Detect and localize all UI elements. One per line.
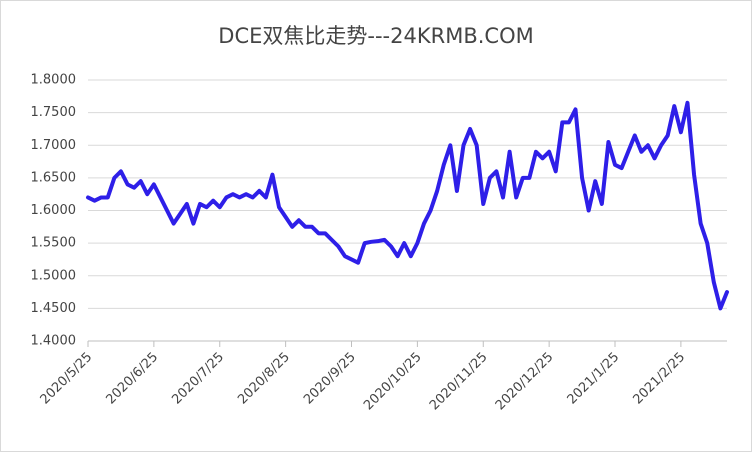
y-tick-label: 1.5500 <box>31 236 77 251</box>
y-tick-label: 1.4500 <box>31 301 77 316</box>
data-line <box>86 100 729 311</box>
y-tick-label: 1.5000 <box>31 268 77 283</box>
y-tick-label: 1.7000 <box>31 138 77 153</box>
y-tick-label: 1.6500 <box>31 170 77 185</box>
y-tick-label: 1.7500 <box>31 105 77 120</box>
chart-title: DCE双焦比走势---24KRMB.COM <box>218 24 533 48</box>
y-tick-label: 1.6000 <box>31 203 77 218</box>
y-tick-label: 1.4000 <box>31 334 77 349</box>
y-tick-label: 1.8000 <box>31 73 77 88</box>
